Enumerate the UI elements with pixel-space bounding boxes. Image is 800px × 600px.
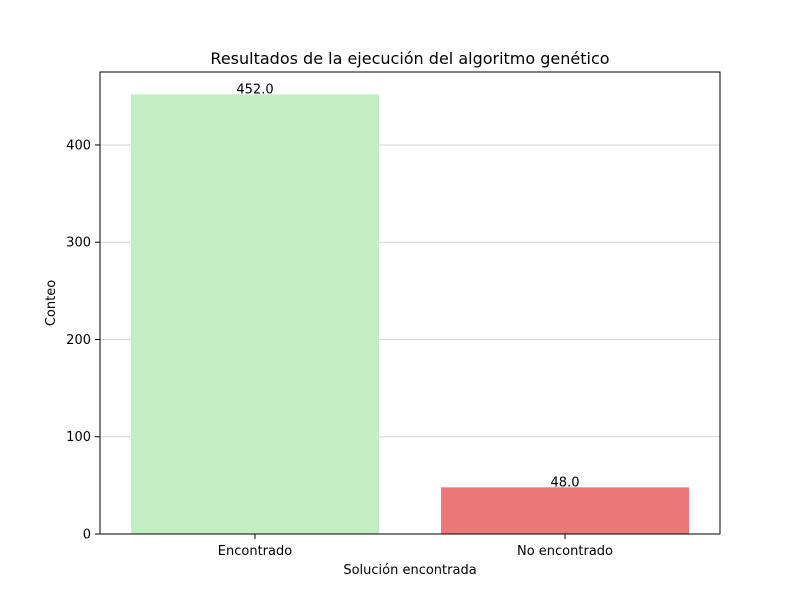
bar: [131, 94, 379, 534]
x-axis-ticks: Encontrado No encontrado: [218, 534, 613, 559]
y-tick-label: 100: [66, 430, 91, 445]
x-axis-label: Solución encontrada: [343, 563, 476, 578]
x-tick-label: No encontrado: [517, 544, 613, 559]
bar-value-label: 452.0: [236, 82, 273, 97]
y-axis-ticks: 0 100 200 300 400: [66, 138, 100, 543]
chart-title: Resultados de la ejecución del algoritmo…: [210, 49, 609, 68]
x-tick-label: Encontrado: [218, 544, 292, 559]
bar: [441, 487, 689, 534]
bar-value-label: 48.0: [551, 475, 580, 490]
y-tick-label: 400: [66, 138, 91, 153]
plot-frame: [99, 71, 721, 535]
y-axis-label: Conteo: [44, 280, 59, 326]
y-tick-label: 200: [66, 333, 91, 348]
bar-value-labels: 452.0 48.0: [236, 82, 579, 490]
bars: [131, 94, 689, 534]
y-tick-label: 300: [66, 236, 91, 251]
y-tick-label: 0: [83, 528, 91, 543]
